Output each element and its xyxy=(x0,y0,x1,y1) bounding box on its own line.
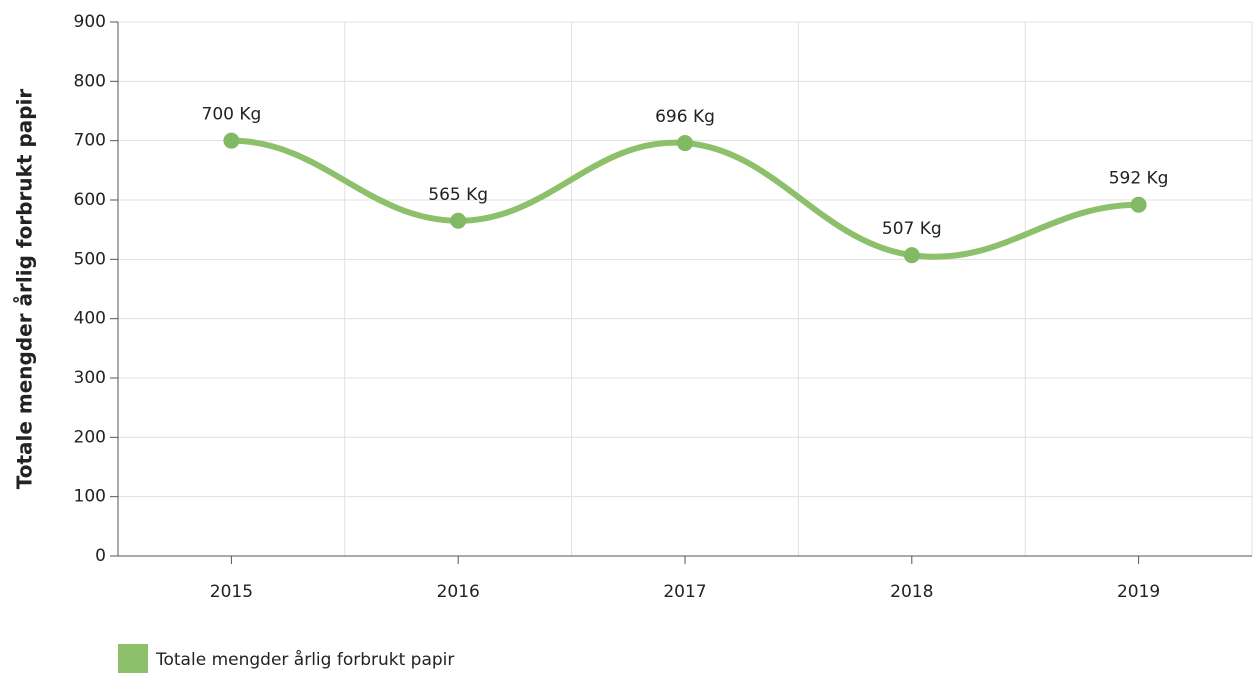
x-tick-label: 2019 xyxy=(1117,582,1160,602)
data-label: 700 Kg xyxy=(202,105,262,125)
y-tick-label: 100 xyxy=(74,487,106,507)
x-tick-label: 2017 xyxy=(663,582,706,602)
line xyxy=(228,137,1142,260)
point xyxy=(677,135,693,152)
data-label: 565 Kg xyxy=(428,185,488,205)
y-tick-label: 300 xyxy=(74,368,106,388)
y-tick-label: 200 xyxy=(74,427,106,447)
data-label: 507 Kg xyxy=(882,219,942,239)
point xyxy=(903,247,920,264)
point xyxy=(450,212,467,229)
x-tick-label: 2018 xyxy=(890,582,933,602)
y-tick-label: 600 xyxy=(74,190,106,210)
data-label: 592 Kg xyxy=(1109,169,1169,189)
point xyxy=(223,132,240,149)
y-tick-label: 700 xyxy=(74,131,106,151)
legend-label: Totale mengder årlig forbrukt papir xyxy=(155,649,454,670)
legend-swatch xyxy=(118,644,148,673)
y-tick-label: 800 xyxy=(74,71,106,91)
y-tick-label: 0 xyxy=(95,546,106,566)
y-tick-label: 500 xyxy=(74,249,106,269)
y-axis-label: Totale mengder årlig forbrukt papir xyxy=(13,89,37,490)
y-tick-label: 900 xyxy=(74,12,106,32)
point xyxy=(1130,196,1147,213)
y-tick-label: 400 xyxy=(74,309,106,329)
x-tick-label: 2016 xyxy=(437,582,480,602)
x-tick-label: 2015 xyxy=(210,582,253,602)
data-label: 696 Kg xyxy=(655,107,715,127)
